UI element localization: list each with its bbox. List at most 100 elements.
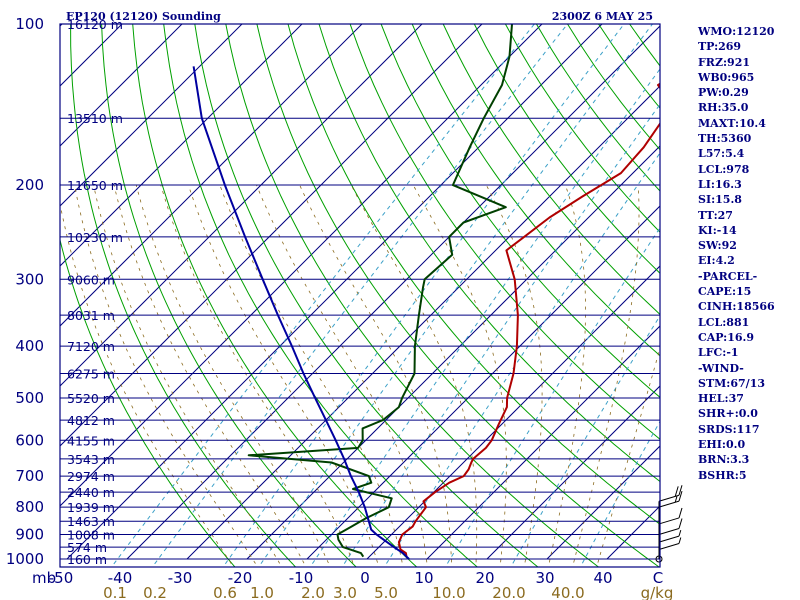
height-label: 11650 m <box>67 178 123 193</box>
mixing-ratio-tick-label: 0.2 <box>143 584 167 600</box>
pressure-tick-label: 700 <box>15 467 44 485</box>
mixing-ratio-line <box>309 68 660 567</box>
index-value: MAXT:10.4 <box>698 116 766 130</box>
temperature-tick-label: 0 <box>360 569 370 587</box>
dry-adiabat <box>318 24 660 483</box>
index-value: TP:269 <box>698 40 742 54</box>
pressure-tick-label: 1000 <box>6 550 44 568</box>
stability-indices-panel: WMO:12120 TP:269 FRZ:921 WB0:965 PW:0.29 RH:3… <box>698 24 798 483</box>
isotherm-line <box>60 24 183 147</box>
isotherm-line <box>60 24 483 447</box>
mixing-ratio-tick-label: 10.0 <box>432 584 465 600</box>
moist-adiabat <box>412 184 507 567</box>
wind-barb-staff <box>658 543 680 550</box>
dry-adiabat <box>225 24 600 567</box>
sounding-traces <box>192 24 660 560</box>
index-value: SHR+:0.0 <box>698 407 758 421</box>
temperature-tick-label: -40 <box>108 569 133 587</box>
height-label: 1463 m <box>67 514 115 529</box>
temperature-tick-label: -10 <box>289 569 314 587</box>
mixing-ratio-line <box>341 103 660 567</box>
wind-barbs <box>655 485 683 563</box>
isotherm-line <box>246 145 660 560</box>
pressure-tick-label: 500 <box>15 389 44 407</box>
index-value: SI:15.8 <box>698 193 742 207</box>
moist-adiabat <box>572 185 640 567</box>
index-value: LI:16.3 <box>698 177 742 191</box>
index-value: LCL:978 <box>698 162 750 176</box>
mixing-ratio-tick-label: 3.0 <box>333 584 357 600</box>
index-value: -PARCEL- <box>698 269 758 283</box>
wind-barb-staff <box>658 528 680 535</box>
dry-adiabat <box>380 24 660 398</box>
dry-adiabat <box>163 24 479 567</box>
dry-adiabat <box>473 24 660 274</box>
temperature-tick-label: -20 <box>228 569 253 587</box>
height-label: 160 m <box>67 552 107 567</box>
index-value: WMO:12120 <box>698 25 775 38</box>
index-value: RH:35.0 <box>698 101 749 115</box>
dry-adiabat <box>194 24 539 567</box>
dry-adiabat <box>132 24 418 567</box>
height-label: 9060 m <box>67 272 115 287</box>
mixing-ratio-line <box>258 24 653 567</box>
moist-adiabat <box>547 184 586 567</box>
height-label: 574 m <box>67 540 107 555</box>
height-label: 6275 m <box>67 366 115 381</box>
pressure-tick-label: 200 <box>15 176 44 194</box>
index-value: EI:4.2 <box>698 254 735 268</box>
temperature-tick-label: -50 <box>49 569 74 587</box>
wind-barb-flag <box>678 485 683 496</box>
index-value: BSHR:5 <box>698 468 747 482</box>
temperature-tick-label: -30 <box>168 569 193 587</box>
mixing-ratio-line <box>510 314 660 567</box>
dry-adiabat <box>101 24 357 567</box>
isotherm-line <box>306 205 660 560</box>
calm-wind-marker <box>655 555 663 563</box>
index-value: CAP:16.9 <box>698 330 755 344</box>
moist-adiabat <box>350 184 478 567</box>
isotherm-line <box>186 85 660 560</box>
moist-adiabat <box>256 184 428 567</box>
pressure-tick-label: 100 <box>15 15 44 33</box>
pressure-tick-label: 600 <box>15 431 44 449</box>
dry-adiabat <box>411 24 660 357</box>
wind-barb-flag <box>678 491 683 502</box>
index-value: WB0:965 <box>698 70 755 84</box>
wind-barb-staff <box>658 517 680 525</box>
wind-barb-staff <box>658 500 680 508</box>
wind-barb-staff <box>658 535 680 543</box>
height-label: 10230 m <box>67 230 123 245</box>
mixing-ratio-tick-label: 40.0 <box>551 584 584 600</box>
isotherm-line <box>366 265 660 560</box>
wind-barb-flag <box>678 537 682 544</box>
temperature-tick-label: C <box>653 569 663 587</box>
index-value: FRZ:921 <box>698 55 751 69</box>
temperature-tick-label: 20 <box>475 569 494 587</box>
isotherm-line <box>60 24 363 327</box>
height-label: 4155 m <box>67 433 115 448</box>
mixing-ratio-tick-label: g/kg <box>641 584 674 600</box>
height-label: 8031 m <box>67 308 115 323</box>
wind-barb-flag <box>678 529 682 537</box>
index-value: BRN:3.3 <box>698 453 750 467</box>
height-label: 13510 m <box>67 111 123 126</box>
index-value: -WIND- <box>698 361 744 375</box>
index-value: SW:92 <box>698 239 737 253</box>
dry-adiabat <box>349 24 660 440</box>
height-label: 1939 m <box>67 500 115 515</box>
mixing-ratio-line <box>151 24 568 567</box>
isotherm-line <box>60 24 243 207</box>
height-label: 3543 m <box>67 452 115 467</box>
mixing-ratio-tick-label: 2.0 <box>301 584 325 600</box>
moist-adiabat <box>188 184 380 567</box>
height-label: 2974 m <box>67 469 115 484</box>
dry-adiabat <box>287 24 660 525</box>
index-value: LFC:-1 <box>698 346 739 360</box>
isotherm-line <box>486 385 660 560</box>
height-label: 1008 m <box>67 528 115 543</box>
dry-adiabat <box>70 24 297 567</box>
height-label: 4812 m <box>67 413 115 428</box>
diagram-background-lines <box>60 24 660 567</box>
